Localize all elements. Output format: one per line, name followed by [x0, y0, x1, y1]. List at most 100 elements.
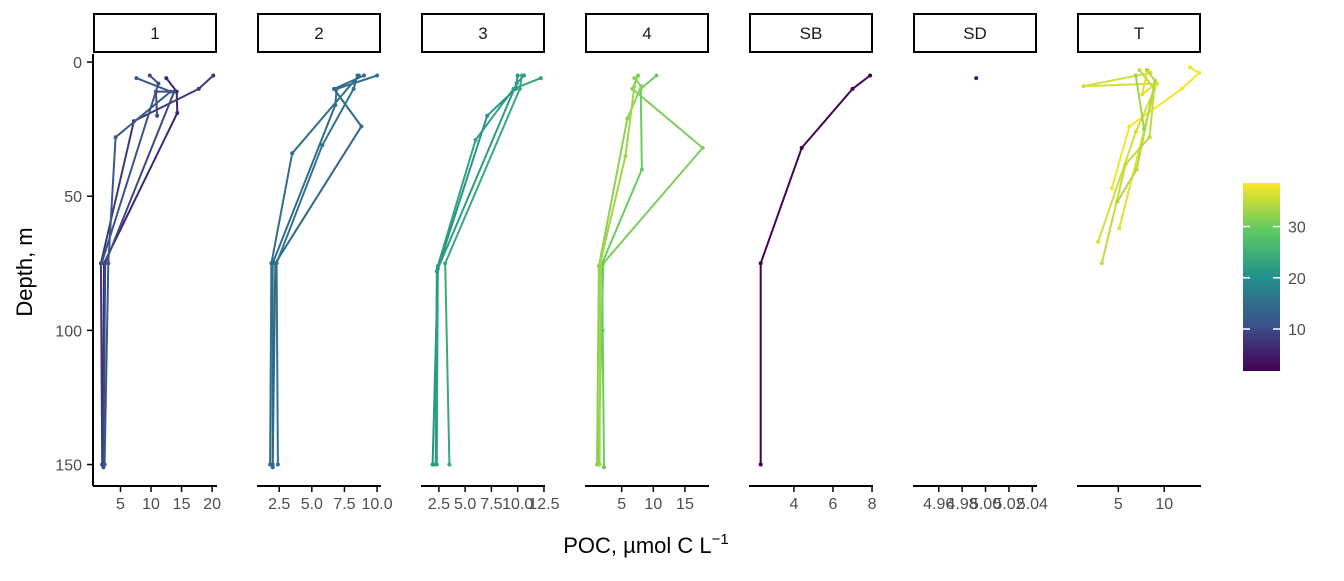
data-point — [269, 261, 274, 266]
series-line — [597, 75, 704, 465]
series-line — [271, 74, 378, 465]
data-point — [974, 76, 979, 81]
data-point — [147, 73, 152, 78]
data-point — [598, 261, 603, 266]
data-point — [850, 86, 855, 91]
series-profile — [1109, 65, 1202, 191]
facet-strip-box — [257, 13, 381, 53]
facet-panel-3: 3 2.5 5.0 7.5 10.012.5 — [421, 13, 560, 513]
colorbar-tick-label: 30 — [1288, 220, 1306, 237]
data-point — [102, 462, 107, 467]
data-point — [356, 73, 361, 78]
data-point — [602, 465, 606, 470]
facet-strip-box — [421, 13, 545, 53]
series-profile — [1115, 68, 1158, 204]
data-point — [1140, 92, 1145, 97]
data-point — [517, 86, 522, 91]
data-point — [332, 86, 336, 91]
series-profile — [270, 73, 380, 467]
data-point — [155, 113, 160, 118]
facet-strip-label: SD — [963, 24, 987, 43]
data-point — [274, 261, 279, 266]
facet-strip-label: 3 — [478, 24, 487, 43]
data-point — [375, 73, 380, 78]
series-profile — [1099, 68, 1157, 266]
data-point — [359, 124, 364, 129]
x-tick-label: 4 — [789, 496, 798, 513]
data-point — [799, 145, 804, 150]
series-profile — [102, 76, 173, 467]
y-tick-label: 100 — [55, 323, 82, 340]
y-axis-title: Depth, m — [12, 227, 37, 316]
data-point — [632, 76, 637, 81]
x-tick-label: 12.5 — [528, 496, 559, 513]
series-profile — [99, 73, 161, 266]
x-axis-title-text: POC, µmol C L — [563, 533, 711, 558]
facet-strip-label: T — [1134, 24, 1144, 43]
data-point — [1109, 186, 1114, 191]
data-point — [1096, 239, 1101, 244]
colorbar-legend: 10 20 30 — [1243, 183, 1306, 371]
series-profile — [430, 73, 520, 467]
x-tick-label: 15 — [676, 496, 694, 513]
data-point — [351, 86, 356, 91]
x-tick-label: 2.5 — [428, 496, 450, 513]
data-point — [1144, 68, 1149, 73]
data-point — [1197, 70, 1202, 75]
x-tick-label: 10 — [1155, 496, 1173, 513]
data-point — [164, 76, 169, 81]
series-line — [601, 74, 658, 468]
data-point — [1099, 261, 1104, 266]
facet-strip-label: SB — [800, 24, 823, 43]
data-point — [1133, 129, 1138, 134]
series-profile — [1133, 73, 1147, 132]
x-tick-label: 8 — [868, 496, 877, 513]
data-point — [868, 73, 873, 78]
colorbar-tick-label: 20 — [1288, 271, 1306, 288]
facet-panel-4: 4 5 10 15 — [585, 13, 709, 513]
series-profile — [100, 76, 180, 467]
x-tick-label: 5.04 — [1017, 496, 1048, 513]
series-profile — [596, 73, 705, 467]
data-point — [211, 73, 216, 78]
facet-strip-box — [913, 13, 1037, 53]
x-tick-label: 5 — [116, 496, 125, 513]
data-point — [134, 76, 139, 81]
data-point — [270, 465, 275, 470]
data-point — [758, 462, 763, 467]
x-tick-label: 7.5 — [480, 496, 502, 513]
data-point — [103, 261, 108, 266]
series-line — [1100, 69, 1156, 264]
data-point — [320, 143, 325, 148]
x-tick-label: 20 — [203, 496, 221, 513]
series-profile — [274, 73, 360, 467]
facet-strip-box — [1077, 13, 1201, 53]
facet-panel-t: T 5 10 — [1077, 13, 1202, 513]
facet-strip-label: 4 — [642, 24, 651, 43]
data-point — [1127, 124, 1132, 129]
data-point — [268, 462, 273, 467]
series-profile — [434, 76, 543, 467]
data-point — [1081, 84, 1086, 89]
series-line — [1116, 69, 1157, 203]
series-line — [434, 74, 525, 465]
data-point — [106, 261, 111, 266]
x-tick-label: 4.96 — [923, 496, 954, 513]
data-point — [1137, 68, 1142, 73]
series-profile — [268, 73, 361, 467]
data-point — [275, 462, 280, 467]
facet-panel-sd: SD 4.964.985.005.025.04 — [913, 13, 1048, 513]
data-point — [639, 84, 644, 89]
data-point — [625, 116, 630, 121]
data-point — [632, 84, 637, 89]
data-point — [636, 73, 641, 78]
data-point — [172, 89, 177, 94]
series-line — [1134, 75, 1146, 130]
data-point — [538, 76, 543, 81]
series-line — [435, 77, 542, 465]
series-line — [275, 75, 359, 465]
series-profile — [443, 73, 524, 467]
data-point — [430, 462, 435, 467]
x-tick-label: 5.00 — [970, 496, 1001, 513]
